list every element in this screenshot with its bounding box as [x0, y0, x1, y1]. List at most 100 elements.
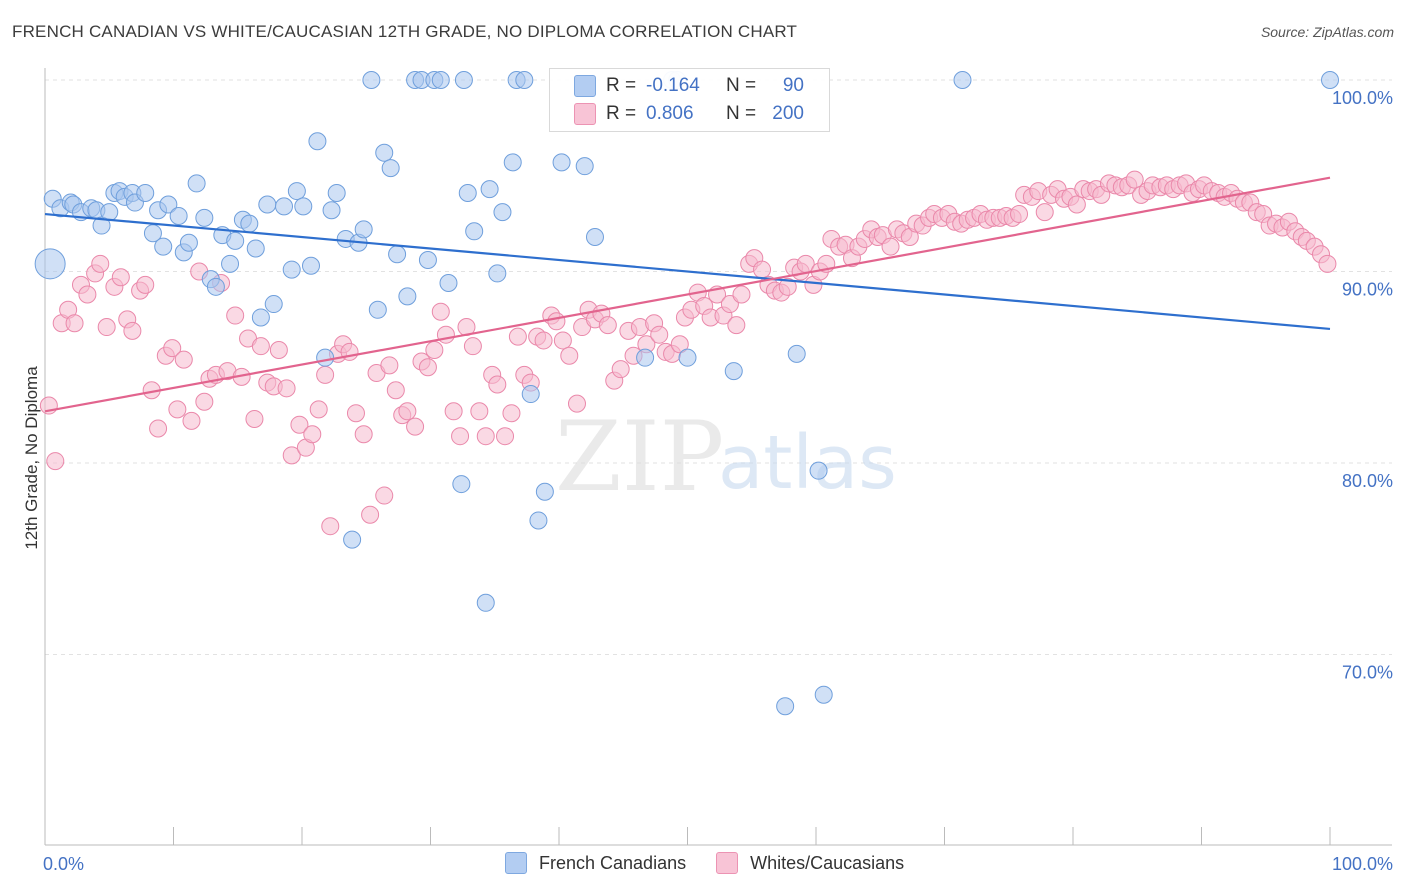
series-legend: French Canadians Whites/Caucasians: [505, 852, 934, 874]
x-tick-label: 100.0%: [1332, 854, 1393, 874]
chart-title: FRENCH CANADIAN VS WHITE/CAUCASIAN 12TH …: [12, 22, 798, 41]
data-point: [282, 260, 301, 279]
data-point: [258, 195, 277, 214]
data-point: [1035, 203, 1054, 222]
data-point: [814, 685, 833, 704]
data-point: [221, 254, 240, 273]
data-point: [195, 392, 214, 411]
data-point: [502, 404, 521, 423]
data-point: [182, 411, 201, 430]
data-point: [953, 71, 972, 89]
data-point: [521, 385, 540, 404]
legend-n-label: N =: [726, 103, 757, 124]
y-tick-label: 70.0%: [1342, 663, 1393, 683]
data-point: [476, 427, 495, 446]
data-point: [470, 402, 489, 421]
data-point: [458, 183, 477, 202]
x-tick-label: 0.0%: [43, 854, 84, 874]
data-point: [727, 316, 746, 335]
data-point: [368, 300, 387, 319]
data-point: [316, 348, 335, 367]
data-point: [269, 341, 288, 360]
data-point: [463, 337, 482, 356]
data-point: [1010, 205, 1029, 224]
trend-lines: [44, 176, 1331, 413]
watermark-atlas: atlas: [718, 420, 897, 506]
data-point: [159, 195, 178, 214]
data-point: [91, 254, 110, 273]
data-point: [294, 197, 313, 216]
data-point: [97, 318, 116, 337]
y-axis-label: 12th Grade, No Diploma: [22, 366, 41, 550]
data-point: [720, 295, 739, 314]
data-point: [34, 248, 66, 280]
data-point: [282, 446, 301, 465]
data-point: [881, 237, 900, 256]
data-point: [553, 331, 572, 350]
data-point: [454, 71, 473, 89]
data-point: [149, 419, 168, 438]
data-point: [439, 273, 458, 292]
data-point: [308, 132, 327, 151]
source-credit: Source: ZipAtlas.com: [1260, 24, 1394, 40]
data-point: [493, 203, 512, 222]
data-point: [321, 517, 340, 536]
data-point: [287, 182, 306, 201]
watermark-zip: ZIP: [555, 401, 724, 513]
data-point: [174, 350, 193, 369]
data-point: [535, 482, 554, 501]
data-point: [503, 153, 522, 172]
data-point: [496, 427, 515, 446]
data-point: [488, 264, 507, 283]
data-point: [476, 593, 495, 612]
tick-labels: 100.0% 90.0% 80.0% 70.0% 0.0% 100.0%: [43, 88, 1393, 874]
data-point: [275, 197, 294, 216]
data-point: [375, 486, 394, 505]
data-point: [322, 201, 341, 220]
legend-label: Whites/Caucasians: [750, 852, 905, 873]
axes: [44, 68, 1392, 846]
legend-swatch-blue: [574, 75, 596, 97]
data-point: [480, 180, 499, 199]
data-point: [111, 268, 130, 287]
series-french-canadians: [34, 71, 1339, 716]
y-tick-label: 100.0%: [1332, 88, 1393, 108]
data-point: [778, 277, 797, 296]
data-point: [388, 245, 407, 264]
data-point: [246, 239, 265, 258]
data-point: [508, 327, 527, 346]
data-point: [136, 275, 155, 294]
legend-r-value: 0.806: [646, 103, 694, 124]
data-point: [1321, 71, 1339, 89]
data-point: [301, 256, 320, 275]
data-point: [452, 475, 471, 494]
trend-line-whites-caucasians: [44, 176, 1331, 413]
data-point: [354, 425, 373, 444]
data-point: [425, 341, 444, 360]
data-point: [65, 314, 84, 333]
gridlines: [45, 79, 1392, 655]
data-point: [346, 404, 365, 423]
data-point: [290, 415, 309, 434]
data-point: [515, 71, 534, 89]
data-point: [398, 287, 417, 306]
data-point: [168, 400, 187, 419]
data-point: [787, 344, 806, 363]
data-point: [552, 153, 571, 172]
data-point: [529, 511, 548, 530]
data-point: [431, 302, 450, 321]
legend-n-label: N =: [726, 75, 757, 96]
data-point: [187, 174, 206, 193]
data-point: [195, 208, 214, 227]
data-point: [362, 71, 381, 89]
legend-swatch-blue: [505, 852, 527, 874]
data-point: [136, 183, 155, 202]
data-point: [154, 237, 173, 256]
legend-item-whites-caucasians: Whites/Caucasians: [716, 852, 904, 874]
legend-item-french-canadians: French Canadians: [505, 852, 686, 874]
data-point: [264, 295, 283, 314]
data-point: [303, 425, 322, 444]
data-point: [598, 316, 617, 335]
data-point: [92, 216, 111, 235]
data-point: [386, 381, 405, 400]
